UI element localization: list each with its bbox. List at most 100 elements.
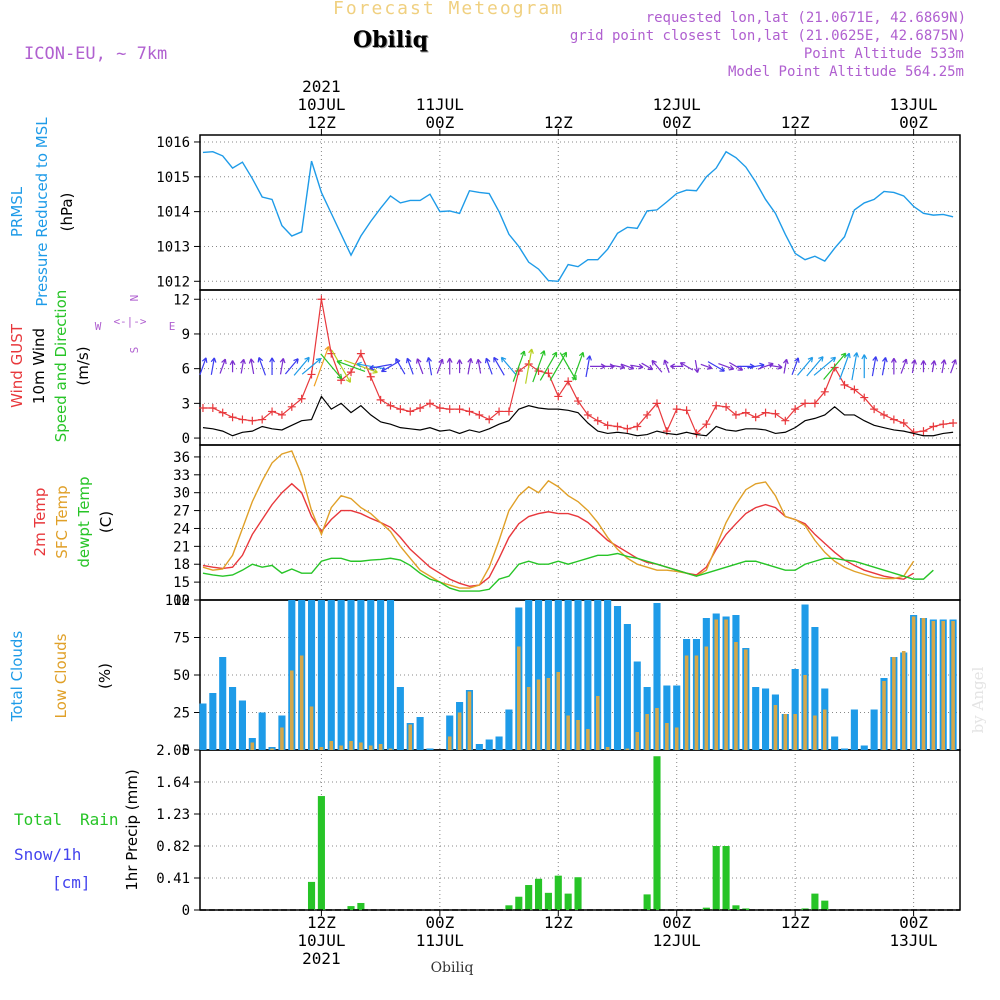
precip-snow-label: Snow/1h <box>14 845 81 864</box>
total-cloud-bar <box>396 687 404 750</box>
rain-bar <box>505 905 513 910</box>
total-cloud-bar <box>258 712 266 750</box>
total-cloud-bar <box>327 600 335 750</box>
requested-coords: requested lon,lat (21.0671E, 42.6869N) <box>645 10 966 26</box>
gust-marker <box>761 408 770 417</box>
panel-label-cloud: Low Clouds <box>52 633 70 718</box>
y-tick-label: 27 <box>173 504 190 520</box>
dewpoint-line <box>202 552 934 592</box>
low-cloud-bar <box>359 742 363 750</box>
low-cloud-bar <box>813 715 817 750</box>
wind-direction-arrow <box>911 359 917 374</box>
rain-bar <box>742 908 750 910</box>
gust-marker <box>198 403 207 412</box>
panel-label-wind: Speed and Direction <box>52 290 70 443</box>
station-title: Obiliq <box>353 27 429 53</box>
gust-marker <box>702 420 711 429</box>
total-cloud-bar <box>505 709 513 750</box>
rain-bar <box>801 908 809 910</box>
y-tick-label: 0 <box>182 431 190 447</box>
wind-direction-arrow <box>718 362 735 371</box>
top-axis-label: 12Z <box>781 113 810 132</box>
wind-direction-arrow <box>313 345 330 387</box>
gust-marker <box>652 399 661 408</box>
low-cloud-bar <box>635 732 640 750</box>
top-axis-label: 12Z <box>544 113 573 132</box>
low-cloud-bar <box>250 742 255 750</box>
panel-label-cloud: Total Clouds <box>8 631 26 723</box>
y-tick-label: 15 <box>173 575 190 591</box>
precip-total-label: Total <box>14 810 62 829</box>
total-cloud-bar <box>633 661 641 750</box>
gust-marker <box>307 370 316 379</box>
y-tick-label: 18 <box>173 557 190 573</box>
panel-label-pressure: Pressure Reduced to MSL <box>33 117 51 307</box>
wind-direction-arrow <box>467 357 474 375</box>
total-cloud-bar <box>357 600 365 750</box>
rain-bar <box>702 907 710 910</box>
total-cloud-bar <box>377 600 385 750</box>
total-cloud-bar <box>663 685 671 750</box>
wind-direction-arrow <box>782 358 789 374</box>
bottom-axis-label: 00Z <box>425 913 454 932</box>
low-cloud-bar <box>566 715 570 750</box>
wind-direction-arrow <box>823 352 847 380</box>
point-altitude: Point Altitude 533m <box>803 46 964 62</box>
gust-marker <box>544 369 553 378</box>
y-tick-label: 12 <box>173 593 190 609</box>
rain-bar <box>357 902 365 910</box>
wind-direction-arrow <box>651 359 663 373</box>
low-cloud-bar <box>536 679 541 750</box>
low-cloud-bar <box>526 687 531 750</box>
rain-bar <box>544 892 552 910</box>
wind-direction-arrow <box>900 358 908 374</box>
wind-direction-arrow <box>871 356 879 377</box>
low-cloud-bar <box>319 747 324 750</box>
wind-direction-arrow <box>500 356 517 376</box>
low-cloud-bar <box>714 619 718 750</box>
total-cloud-bar <box>219 657 227 750</box>
total-cloud-bar <box>199 703 207 750</box>
low-cloud-bar <box>901 651 906 750</box>
wind-direction-arrow <box>572 351 585 381</box>
top-axis-label: 12JUL <box>653 95 701 114</box>
low-cloud-bar <box>270 748 274 750</box>
wind-direction-arrow <box>768 363 783 370</box>
wind-direction-arrow <box>436 358 444 374</box>
low-cloud-bar <box>388 748 393 750</box>
wind-direction-arrow <box>693 359 700 373</box>
y-tick-label: 1.23 <box>156 807 190 823</box>
y-tick-label: 100 <box>165 593 190 609</box>
low-cloud-bar <box>911 616 916 750</box>
low-cloud-bar <box>921 618 926 750</box>
top-axis-label: 2021 <box>302 77 341 96</box>
gust-marker <box>929 422 938 431</box>
y-tick-label: 0.41 <box>156 871 190 887</box>
gust-marker <box>287 402 296 411</box>
rain-bar <box>643 894 651 910</box>
low-cloud-bar <box>339 745 343 750</box>
bottom-axis-label: 11JUL <box>416 931 464 950</box>
low-cloud-bar <box>309 706 314 750</box>
wind-direction-arrow <box>248 358 255 375</box>
gust-marker <box>801 399 810 408</box>
total-cloud-bar <box>475 744 483 750</box>
total-cloud-bar <box>495 736 503 750</box>
wind-direction-arrow <box>670 363 684 370</box>
wind-direction-arrow <box>279 357 286 375</box>
wind-speed-line <box>202 395 954 437</box>
low-cloud-bar <box>665 723 669 750</box>
y-tick-label: 0 <box>182 903 190 919</box>
y-tick-label: 0.82 <box>156 839 190 855</box>
gust-marker <box>880 410 888 419</box>
y-tick-label: 30 <box>173 486 190 502</box>
model-altitude: Model Point Altitude 564.25m <box>727 64 964 80</box>
gust-marker <box>574 397 583 406</box>
low-cloud-bar <box>655 708 659 750</box>
gust-marker <box>455 405 464 414</box>
rain-bar <box>347 906 355 910</box>
wind-direction-arrow <box>585 355 592 378</box>
forecast-title: Forecast Meteogram <box>333 0 565 19</box>
